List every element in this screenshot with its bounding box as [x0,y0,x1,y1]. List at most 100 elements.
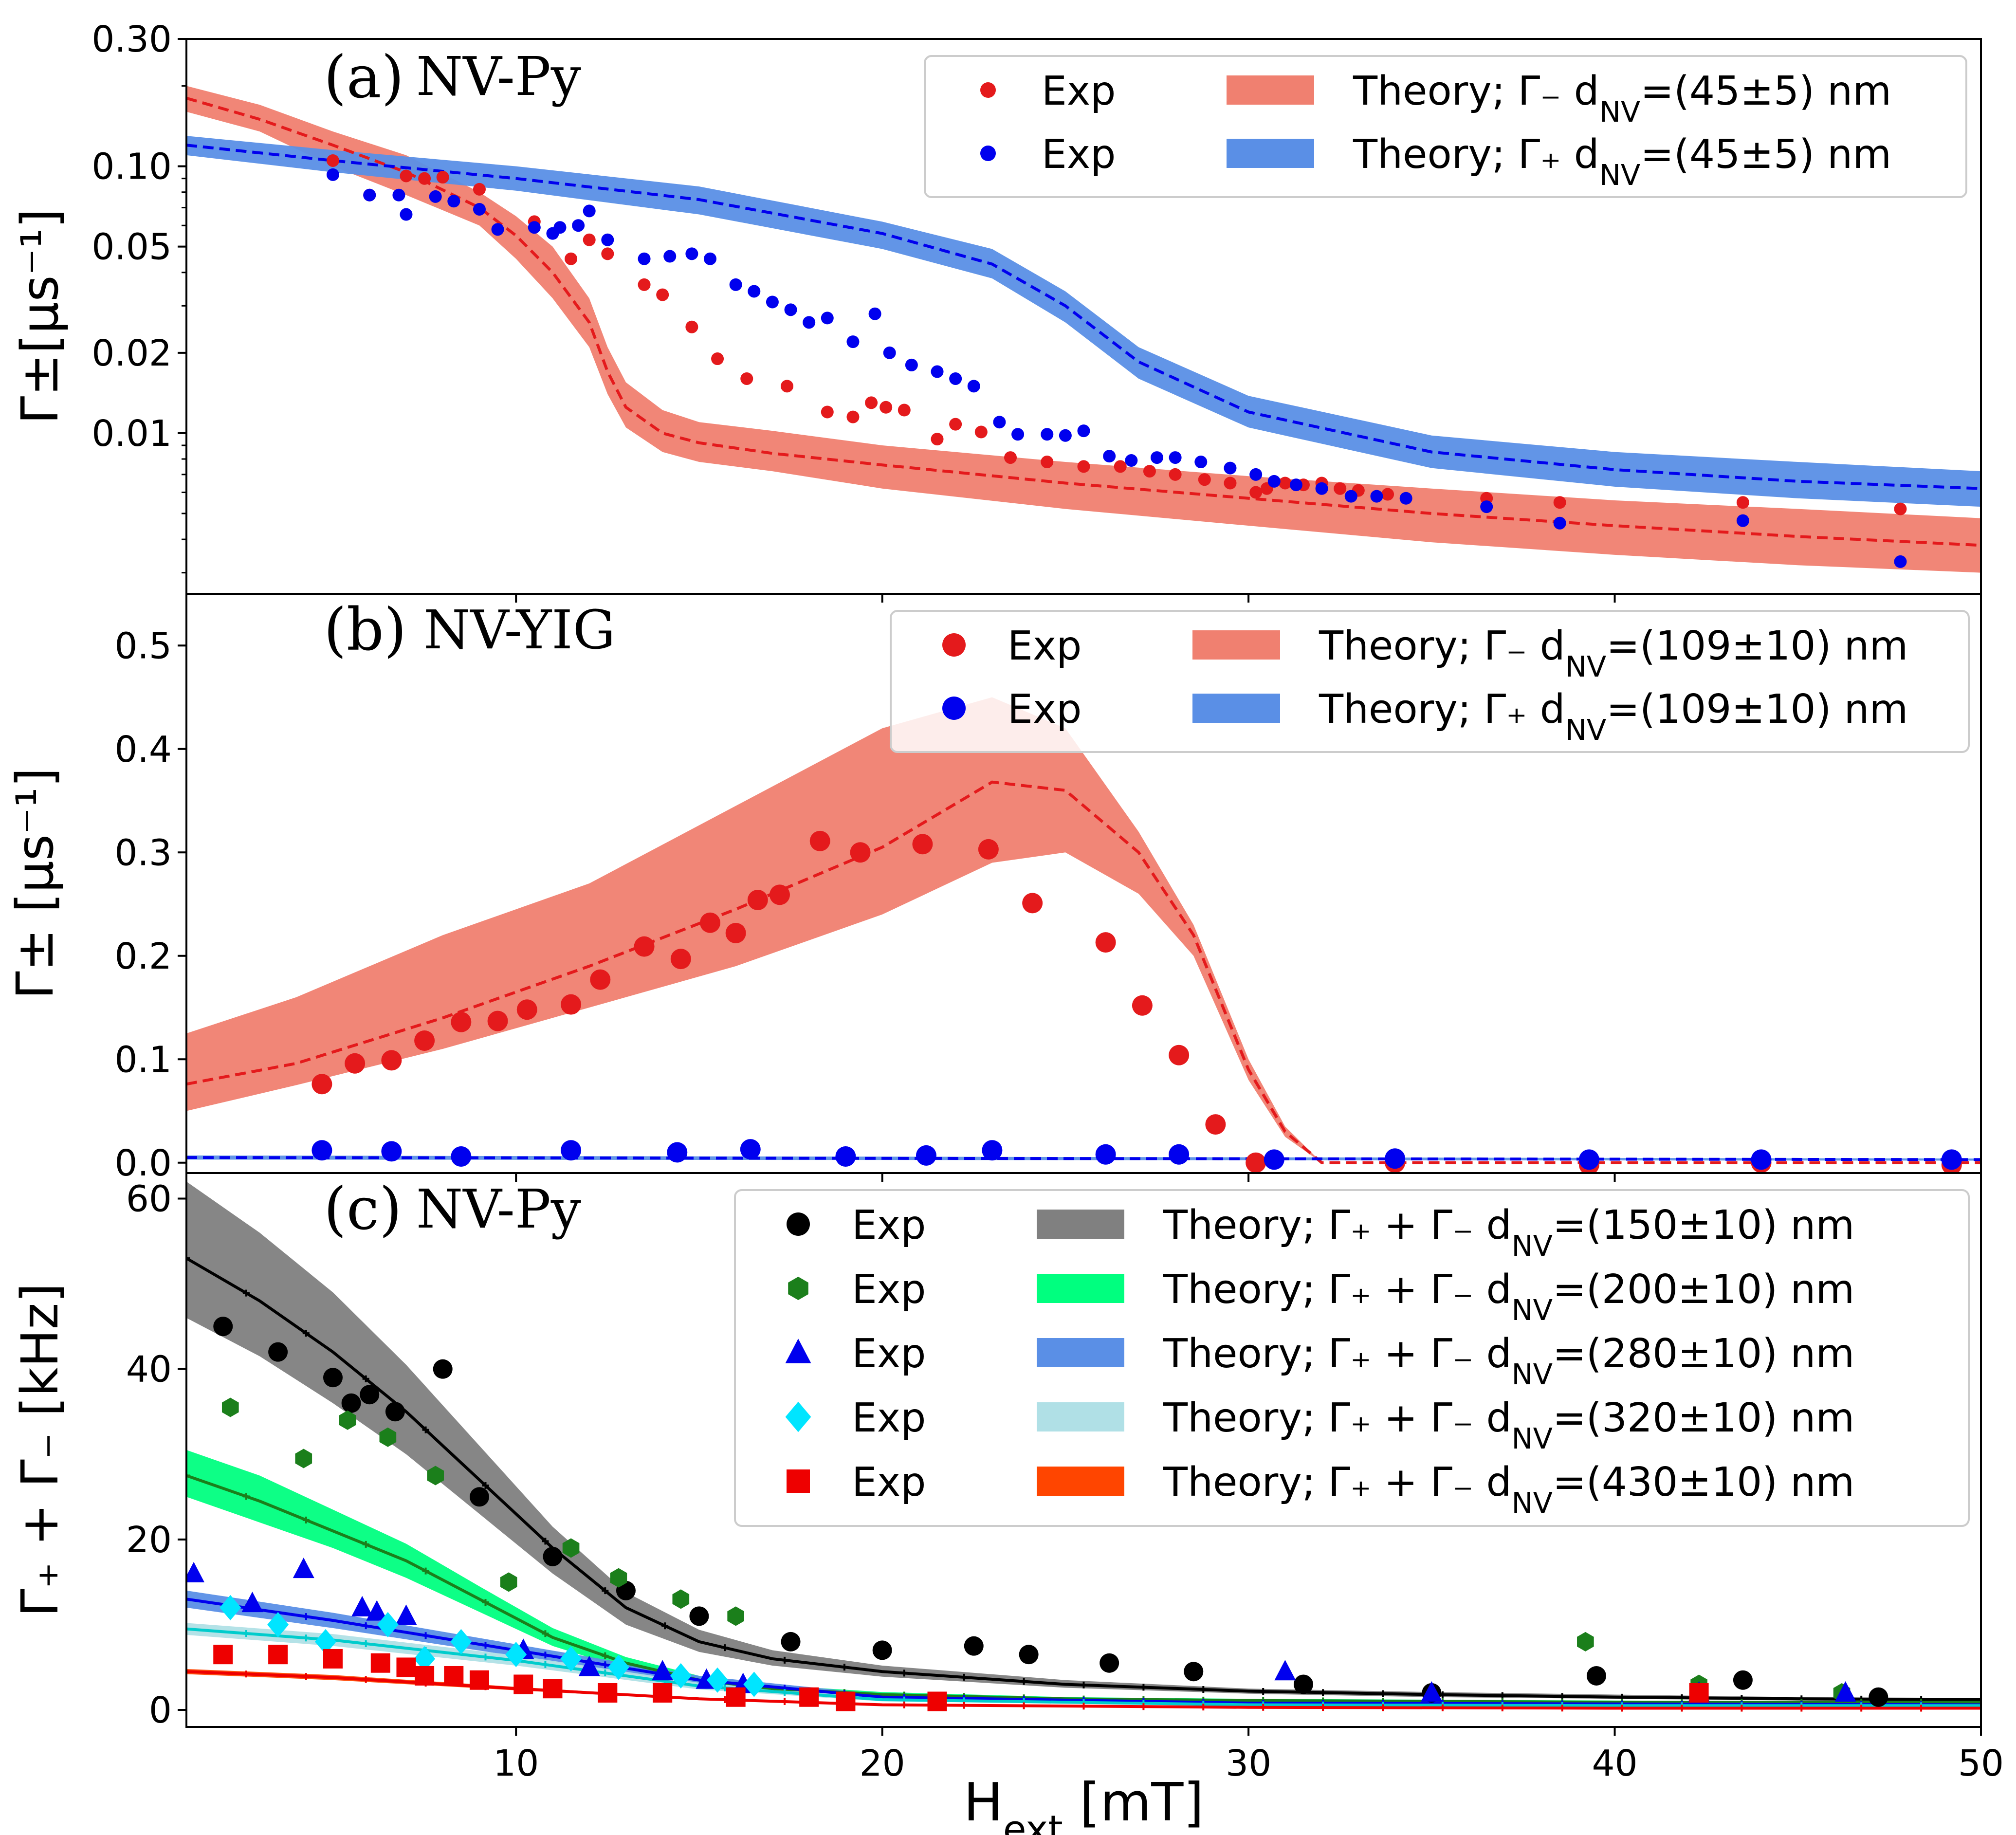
theory-star-c-0-3 [362,1375,369,1382]
panel-title-a: NV-Py [416,45,581,108]
legend-box-a [924,55,1967,198]
legend-swatch-a-1 [1227,139,1314,168]
data-point-b-0-6 [516,999,537,1020]
ytick-label-b-4: 0.4 [114,729,172,771]
theory-star-c-4-30 [1978,1705,1981,1712]
legend-box-b [890,610,1970,753]
legend-b: Exp Theory; Γ₋ dNV=(109±10) nm Exp Theory; … [890,610,1970,753]
data-point-c-4-4 [396,1657,416,1677]
plot-area-b [186,697,1981,1173]
theory-star-c-4-20 [1379,1704,1386,1711]
data-point-a-0-13 [711,352,724,366]
data-point-b-0-4 [451,1011,472,1032]
data-point-c-0-16 [1184,1662,1204,1682]
legend-theory-label-b-1: Theory; Γ₊ dNV=(109±10) nm [1319,686,1908,747]
data-point-b-0-12 [725,923,746,943]
data-point-b-0-13 [747,890,768,910]
theory-star-c-4-23 [1558,1705,1566,1712]
data-point-a-1-6 [473,202,486,216]
data-point-a-0-28 [1143,465,1156,478]
theory-star-c-2-0 [186,1596,190,1603]
data-point-a-0-34 [1279,477,1292,490]
data-point-c-4-14 [836,1691,856,1711]
theory-star-c-1-1 [242,1493,250,1500]
data-point-c-3-3 [377,1612,399,1637]
data-point-b-0-11 [700,912,721,933]
data-point-a-0-2 [400,169,413,183]
data-point-c-2-1 [241,1592,263,1613]
ytick-label-b-3: 0.3 [114,832,172,874]
theory-star-c-3-7 [602,1670,609,1676]
theory-star-c-2-5 [482,1642,489,1649]
legend-theory-label-c-3: Theory; Γ₊ + Γ₋ dNV=(320±10) nm [1163,1395,1854,1455]
ytick-label-c-1: 20 [126,1519,172,1561]
legend-swatch-c-2 [1037,1338,1124,1367]
theory-star-c-3-3 [362,1640,369,1647]
data-point-a-1-33 [1041,428,1054,441]
data-point-c-0-5 [385,1402,405,1422]
data-point-a-0-4 [436,171,449,184]
theory-star-c-0-18 [1260,1688,1267,1695]
panel-a: 0.01 0.02 0.05 0.10 0.30 Γ±[μs⁻¹] (a) NV-Py Exp T… [10,18,1982,603]
theory-band-b-0 [186,697,1981,1163]
theory-star-c-2-2 [302,1613,310,1620]
legend-marker-c-1 [788,1277,808,1300]
legend-exp-label-c-3: Exp [852,1395,926,1441]
data-point-c-3-0 [220,1595,241,1620]
theory-star-c-4-2 [302,1673,310,1680]
legend-marker-b-0 [942,633,966,657]
data-point-a-0-42 [1736,496,1749,509]
data-point-a-1-45 [1315,482,1328,495]
xlabel: Hext [mT] [964,1772,1204,1835]
data-point-a-1-34 [1059,429,1072,442]
data-point-a-1-32 [1011,428,1025,441]
plot-area-a [186,86,1981,573]
legend-exp-label-b-1: Exp [1008,686,1081,733]
data-point-c-4-15 [927,1691,947,1711]
data-point-c-4-1 [268,1645,288,1665]
legend-marker-c-2 [785,1339,811,1363]
data-point-a-1-13 [601,233,614,246]
data-point-b-0-17 [912,834,933,855]
data-point-a-1-38 [1150,451,1163,464]
legend-swatch-c-3 [1037,1402,1124,1431]
theory-star-c-0-1 [242,1289,250,1297]
legend-swatch-b-1 [1192,694,1280,723]
data-point-b-1-6 [835,1146,856,1167]
data-point-a-1-40 [1194,456,1208,469]
theory-star-c-0-17 [1200,1686,1207,1693]
theory-star-c-4-22 [1499,1704,1506,1711]
legend-exp-label-c-1: Exp [852,1266,926,1313]
data-point-a-0-22 [949,418,962,431]
data-point-a-0-8 [583,233,596,246]
data-point-a-1-31 [993,416,1006,429]
data-point-a-1-21 [784,303,797,316]
data-point-a-0-14 [740,372,753,385]
xtick-label-0: 10 [493,1743,539,1784]
legend-marker-c-4 [787,1469,810,1493]
data-point-a-0-23 [974,425,988,439]
theory-star-c-0-14 [1020,1678,1027,1685]
data-point-a-1-2 [392,188,405,202]
data-point-c-2-14 [1834,1681,1856,1702]
data-point-c-4-6 [444,1666,464,1686]
theory-star-c-0-30 [1978,1696,1981,1703]
data-point-a-1-46 [1344,490,1357,503]
data-point-a-1-39 [1169,451,1182,464]
ytick-label-c-0: 0 [149,1689,172,1731]
data-point-c-2-5 [395,1604,417,1625]
data-point-a-0-3 [418,172,431,185]
ytick-label-c-2: 40 [126,1349,172,1391]
theory-star-c-1-0 [186,1472,190,1479]
data-point-a-0-43 [1894,502,1907,515]
theory-star-c-4-17 [1200,1704,1207,1711]
panel-title-c: NV-Py [416,1178,581,1240]
theory-star-c-4-29 [1918,1705,1925,1712]
data-point-c-1-2 [339,1410,356,1430]
data-point-a-1-22 [803,316,816,329]
data-point-b-0-20 [1095,932,1116,953]
data-point-c-4-3 [370,1653,390,1673]
data-point-c-4-10 [598,1683,618,1703]
theory-star-c-4-14 [1020,1702,1027,1709]
plot-area-c [186,1181,1981,1712]
